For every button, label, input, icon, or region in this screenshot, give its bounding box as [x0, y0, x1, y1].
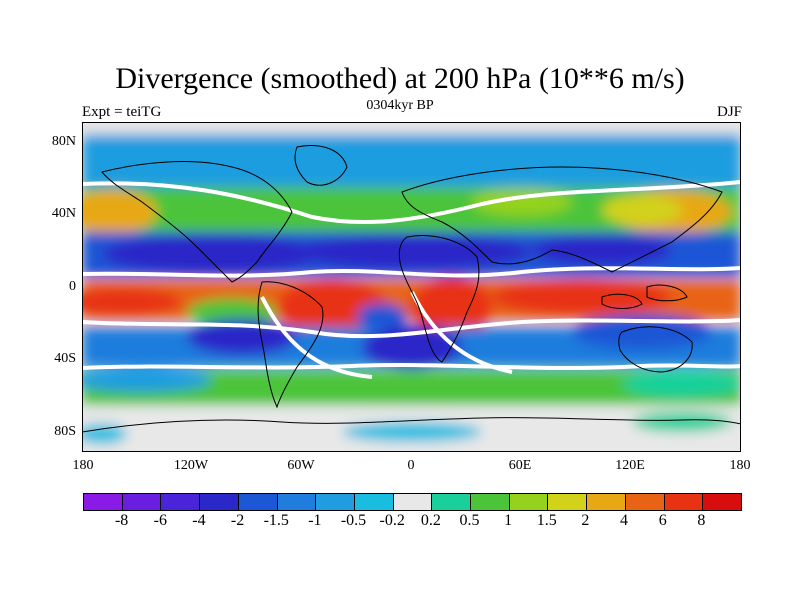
colorbar-segment	[277, 494, 317, 510]
colorbar-label: -8	[114, 512, 129, 529]
colorbar-label: 4	[620, 512, 629, 529]
colorbar-segment	[432, 494, 472, 510]
colorbar-segment	[200, 494, 239, 510]
colorbar-label: -1.5	[263, 512, 289, 529]
colorbar-label: -0.2	[379, 512, 405, 529]
colorbar-label: 0.5	[459, 512, 480, 529]
lat-label-40n: 40N	[51, 206, 76, 221]
map-title: Divergence (smoothed) at 200 hPa (10**6 …	[115, 62, 685, 95]
season-label: DJF	[716, 104, 742, 120]
lon-label-0: 0	[407, 458, 415, 473]
colorbar-label: -2	[230, 512, 245, 529]
zero-contours	[82, 180, 741, 379]
divergence-map	[82, 122, 741, 452]
colorbar-label: 6	[658, 512, 667, 529]
colorbar-segment	[122, 494, 162, 510]
colorbar-label: 2	[581, 512, 590, 529]
lat-label-80n: 80N	[51, 134, 76, 149]
period-label: 0304kyr BP	[366, 98, 434, 113]
colorbar-label: -4	[192, 512, 206, 529]
colorbar-label: 1	[504, 512, 513, 529]
colorbar-label: 0.2	[420, 512, 441, 529]
colorbar-segment	[548, 494, 588, 510]
lon-label-60w: 60W	[287, 458, 315, 473]
lon-label-180w: 180	[72, 458, 94, 473]
colorbar-label: -6	[153, 512, 167, 529]
colorbar-segment	[354, 494, 394, 510]
colorbar-segment	[625, 494, 665, 510]
coastlines	[82, 145, 741, 433]
lon-label-180e: 180	[729, 458, 751, 473]
colorbar-segment	[316, 494, 355, 510]
colorbar-segment	[393, 494, 433, 510]
colorbar-segment	[238, 494, 278, 510]
lon-label-60e: 60E	[508, 458, 532, 473]
colorbar-segment	[509, 494, 549, 510]
colorbar-label: 8	[697, 512, 706, 529]
colorbar-label: 1.5	[536, 512, 557, 529]
lat-label-0: 0	[69, 279, 76, 294]
colorbar-label: -0.5	[340, 512, 367, 529]
colorbar-segment	[161, 494, 201, 510]
colorbar	[83, 493, 742, 511]
experiment-label: Expt = teiTG	[82, 104, 162, 120]
colorbar-segment	[471, 494, 510, 510]
colorbar-segment	[84, 494, 123, 510]
colorbar-label: -1	[308, 512, 322, 529]
colorbar-segment	[664, 494, 704, 510]
lat-label-80s: 80S	[54, 424, 76, 439]
lat-label-40s: 40S	[54, 351, 76, 366]
lon-label-120w: 120W	[173, 458, 209, 473]
map-svg	[82, 122, 741, 452]
lon-label-120e: 120E	[615, 458, 645, 473]
colorbar-segment	[587, 494, 626, 510]
colorbar-segment	[703, 494, 741, 510]
